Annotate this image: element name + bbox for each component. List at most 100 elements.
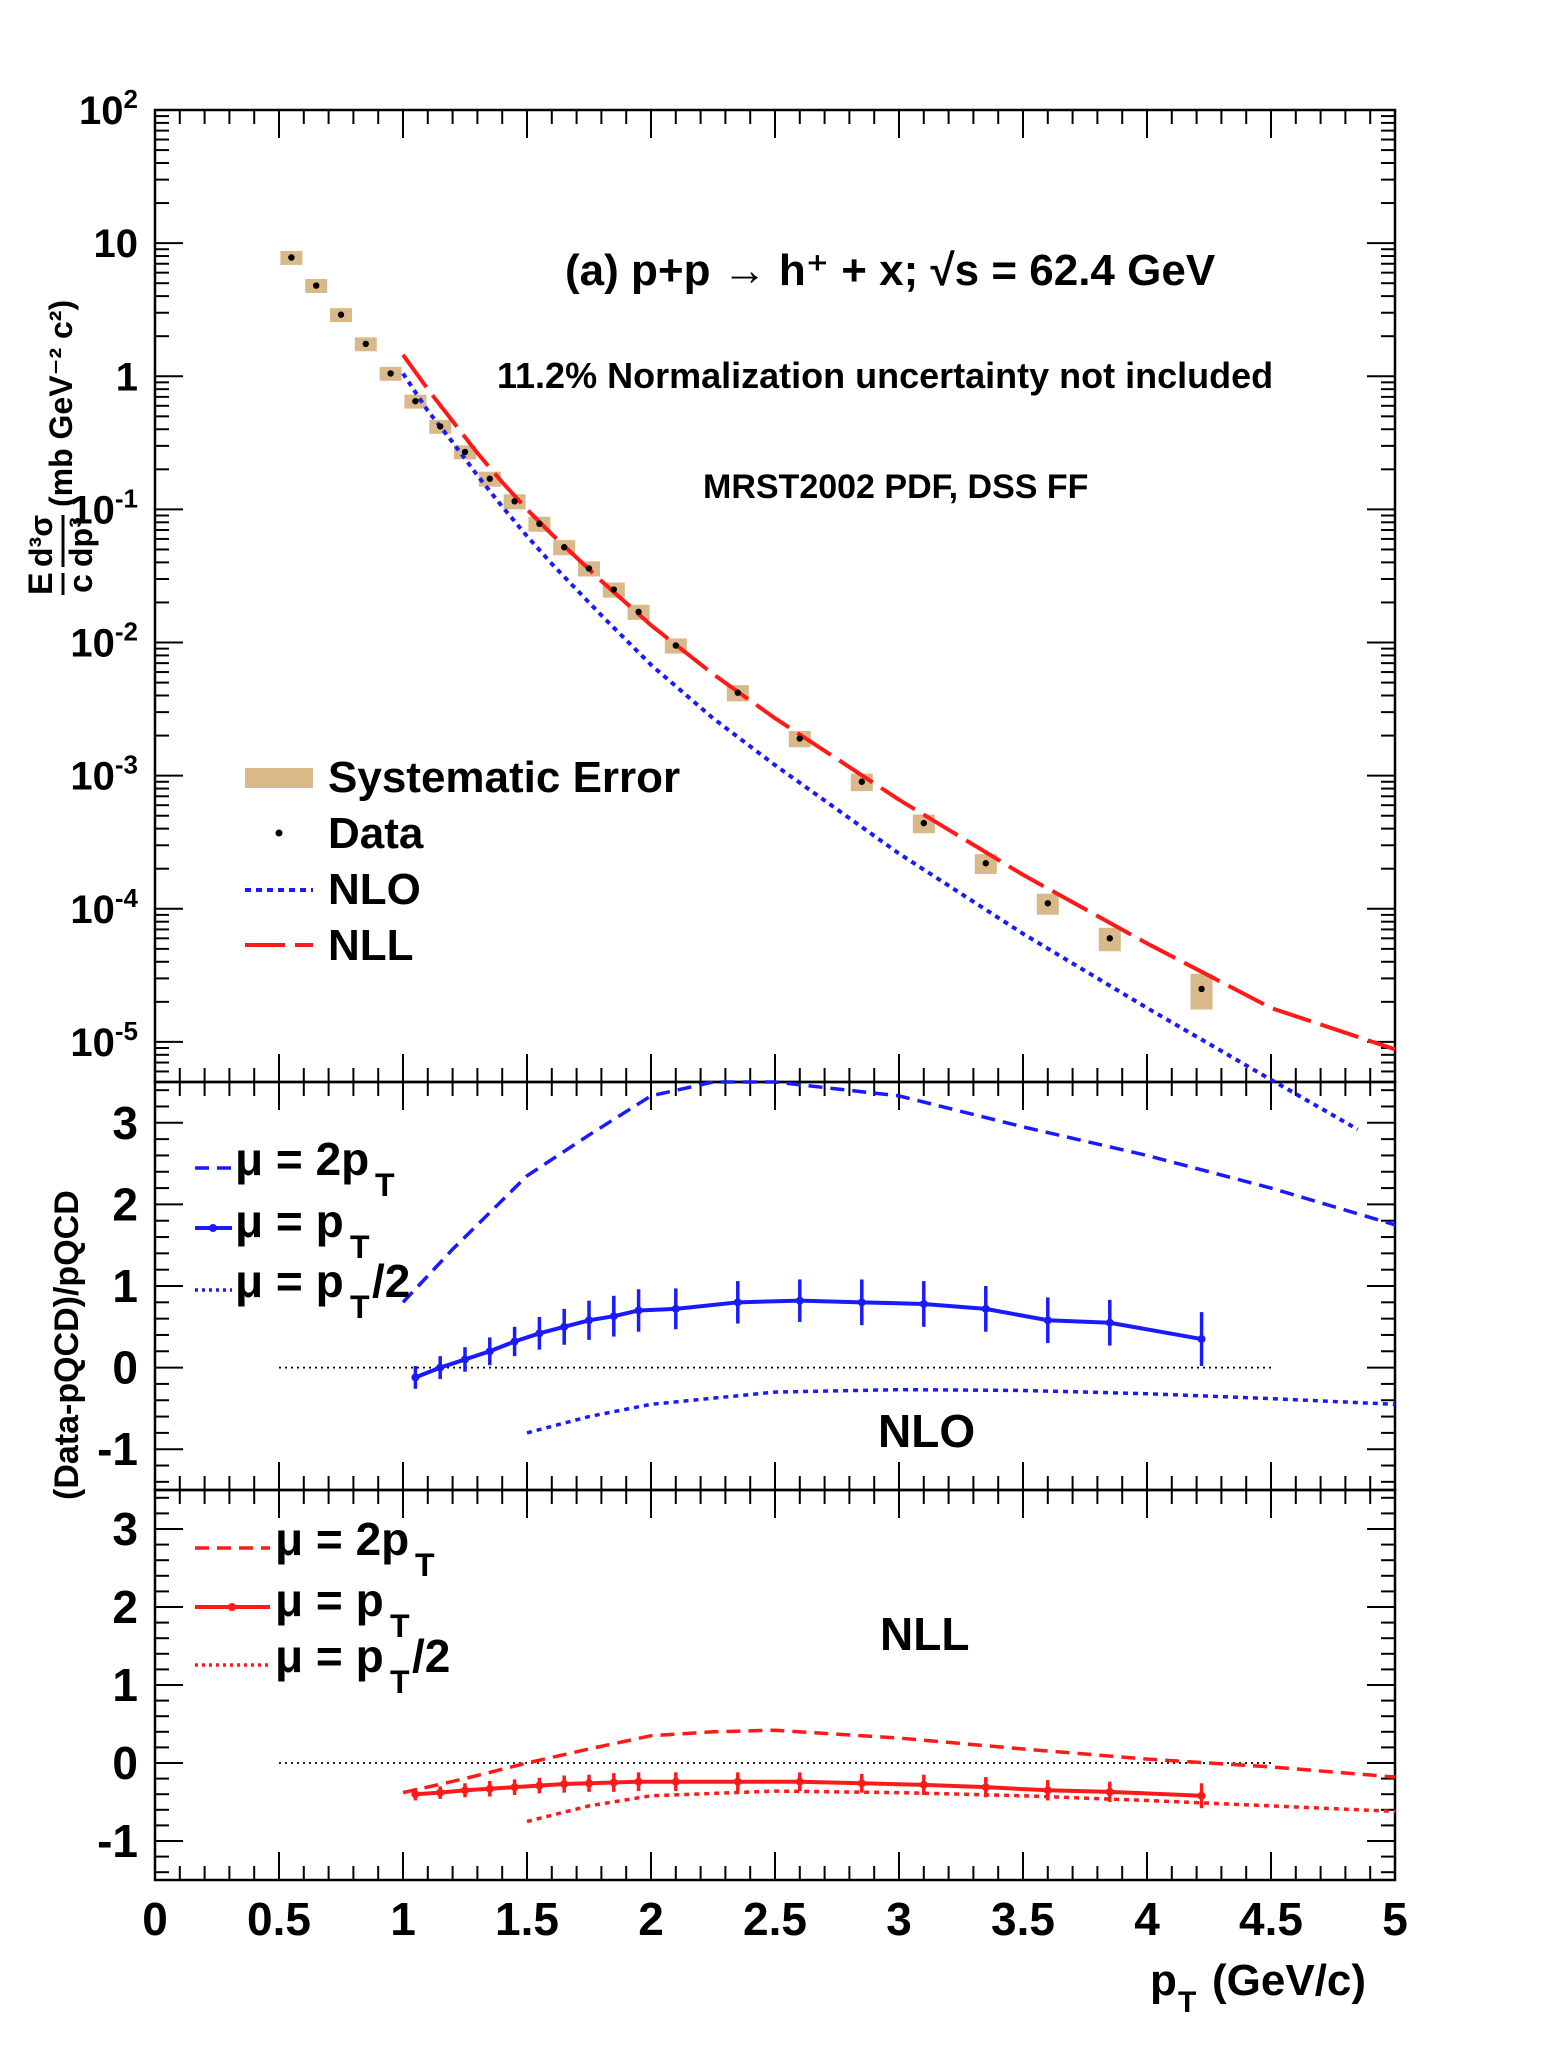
data-point [437,423,444,430]
bot-legend-pt2-sub: T [390,1664,410,1700]
mid-marker [795,1296,804,1305]
bot-marker [436,1788,445,1797]
bot-legend-pt2-suffix: /2 [412,1630,450,1682]
mid-curve [401,1080,1396,1304]
mid-legend-2pt-sub: T [375,1167,395,1203]
ylabel-d3sigma: d³σ [23,515,59,567]
bot-legend-pt2-label: μ = p [275,1630,384,1682]
data-point [461,448,469,456]
bot-marker [795,1777,804,1786]
data-point [1044,900,1052,907]
top-title: (a) p+p → h⁺ + x; √s = 62.4 GeV [565,246,1216,295]
mid-marker [411,1373,420,1382]
mid-legend-pt2-label: μ = p [235,1255,344,1307]
top-ytick-label: 10-3 [70,750,138,799]
top-ytick-label: 10-4 [70,883,138,932]
x-tick-label: 1.5 [495,1893,559,1945]
data-point [486,475,493,482]
mid-marker [857,1298,866,1307]
bot-legend-2pt-label: μ = 2p [275,1513,409,1565]
top-panel-ticks: 102 10 1 10-1 10-2 10-3 10-4 10-5 [70,84,1396,1082]
top-ytick-label: 1 [116,355,138,399]
data-point [672,642,679,649]
mid-curve [414,1298,1202,1380]
mid-ytick-label: -1 [97,1423,138,1475]
xlabel-base: p [1150,1956,1177,2005]
data-point [412,397,419,405]
data-point [362,340,369,348]
legend-data-label: Data [328,809,424,858]
pdf-note: MRST2002 PDF, DSS FF [703,468,1088,506]
middle-panel-data [279,1080,1396,1435]
data-point [511,498,518,505]
bot-marker [1043,1786,1052,1795]
bot-marker [634,1777,643,1786]
data-point [635,608,642,616]
data-point [982,860,989,867]
mid-ytick-label: 3 [112,1097,138,1149]
top-ytick-label: 102 [79,84,138,133]
curve-nll [401,353,1396,1052]
mid-marker [733,1298,742,1307]
bot-marker [1197,1791,1206,1800]
mid-marker [634,1306,643,1315]
bot-ytick-label: -1 [97,1815,138,1867]
mid-marker [1043,1316,1052,1325]
mid-marker [510,1337,519,1346]
bot-ytick-label: 3 [112,1503,138,1555]
middle-legend: μ = 2p T μ = p T μ = p T /2 [195,1133,410,1325]
legend-syst-label: Systematic Error [328,753,680,802]
legend-nlo-label: NLO [328,865,421,914]
data-point [1106,935,1114,942]
mid-marker [485,1347,494,1356]
mid-legend-pt-sub: T [350,1229,370,1265]
top-panel-data [280,250,1396,1132]
bot-marker [461,1786,469,1795]
x-axis-label: p T (GeV/c) [1150,1956,1366,2019]
data-point [920,819,927,827]
mid-marker [436,1363,445,1372]
bot-curve [402,1728,1396,1795]
mid-legend-pt2-suffix: /2 [372,1255,410,1307]
data-point [561,544,568,551]
top-legend: Systematic Error Data NLO NLL [245,753,680,970]
mid-marker [535,1329,544,1338]
mid-marker [671,1304,680,1313]
ylabel-e: E [22,572,60,595]
bot-marker [857,1779,866,1788]
mid-marker [1105,1318,1114,1327]
mid-marker [609,1312,618,1321]
x-tick-label: 0 [142,1893,168,1945]
bot-legend-pt-marker [228,1603,236,1611]
bot-marker [1105,1787,1114,1796]
data-point [337,311,345,318]
bottom-legend: μ = 2p T μ = p T μ = p T /2 [195,1513,450,1700]
x-tick-label: 4 [1134,1893,1160,1945]
mid-legend-pt-marker [209,1224,217,1232]
mid-ytick-label: 0 [112,1342,138,1394]
bot-marker [411,1790,420,1799]
bot-marker [609,1778,618,1787]
bot-ytick-label: 0 [112,1737,138,1789]
data-point [536,520,543,527]
nll-panel-label: NLL [880,1608,969,1660]
data-point [585,565,593,572]
data-point [610,586,617,593]
mid-marker [585,1316,593,1325]
bot-ytick-label: 2 [112,1581,138,1633]
bot-legend-2pt-sub: T [415,1547,435,1583]
mid-legend-pt2-sub: T [350,1289,370,1325]
xlabel-units: (GeV/c) [1212,1956,1366,2005]
x-tick-label: 1 [390,1893,416,1945]
data-point [313,282,320,289]
bottom-panel-data [279,1728,1396,1824]
x-tick-label: 2 [638,1893,664,1945]
x-tick-label: 5 [1382,1893,1408,1945]
x-tick-label: 3 [886,1893,912,1945]
top-ylabel: E c d³σ dp³ (mb GeV⁻² c²) [22,300,100,595]
data-point [387,370,394,377]
top-ytick-label: 10 [94,222,139,266]
data-point [288,254,295,261]
legend-syst-box [245,768,313,788]
bot-legend-pt-sub: T [390,1608,410,1644]
